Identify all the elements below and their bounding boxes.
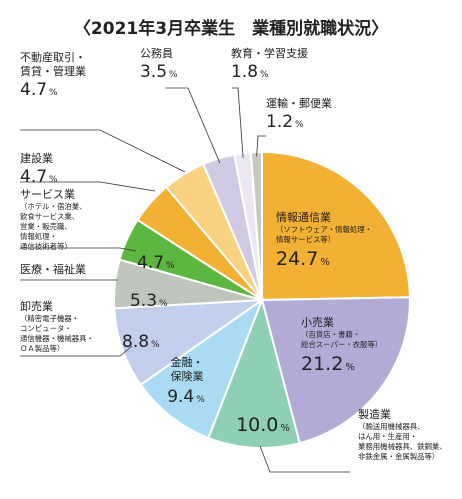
pie-slice <box>113 298 266 387</box>
slice-name: 公務員 <box>140 46 173 60</box>
slice-note: ＯＡ製品等） <box>20 344 64 353</box>
slice-name: 不動産取引・ <box>20 50 86 64</box>
slice-label: 5.3% <box>130 291 168 311</box>
slice-note: 非鉄金属・金属製品等） <box>358 452 439 461</box>
slice-name: 運輸・郵便業 <box>266 96 332 110</box>
leader-line <box>256 135 266 157</box>
slice-label: 4.7% <box>137 253 175 273</box>
slice-value: 4.7% <box>20 80 58 100</box>
slice-label: 教育・学習支援 1.8% <box>231 46 308 82</box>
slice-note: 通信技術者等） <box>20 242 72 251</box>
slice-label: 公務員 3.5% <box>140 46 178 82</box>
pie-slice <box>249 150 263 301</box>
slice-label: 建設業 4.7% <box>20 151 58 187</box>
slice-note: 情報処理・ <box>20 232 57 241</box>
slice-value: 4.7% <box>137 253 175 273</box>
slice-name: サービス業 <box>20 188 75 201</box>
pie-slice <box>139 297 265 440</box>
leader-line <box>232 87 244 158</box>
slice-name: 保険業 <box>171 369 204 383</box>
slice-note: コンピュータ・ <box>20 324 72 333</box>
slice-note: （ソフトウェア・情報処理・ <box>276 225 372 234</box>
slice-note: はん用・生産用・ <box>358 432 417 441</box>
slice-value: 9.4% <box>167 387 205 407</box>
slice-name: 建設業 <box>20 151 53 165</box>
slice-note: （ホテル・宿泊業、 <box>20 202 87 211</box>
slice-note: 営業・販売職、 <box>20 222 72 231</box>
slice-note: （輸送用機械器具、 <box>358 422 425 431</box>
slice-note: 情報サービス等） <box>276 235 335 244</box>
slice-label: 医療・福祉業 <box>20 262 86 276</box>
slice-value: 21.2% <box>301 353 355 375</box>
leader-line <box>20 247 137 252</box>
leader-line <box>20 181 156 192</box>
leader-line <box>259 445 350 473</box>
leader-line <box>20 129 186 173</box>
slice-value: 1.2% <box>266 112 304 132</box>
slice-label: サービス業（ホテル・宿泊業、飲食サービス業、営業・販売職、情報処理・通信技術者等… <box>20 188 87 251</box>
slice-value: 1.8% <box>231 62 269 82</box>
slice-label: 小売業（百貨店・書籍・総合スーパー・衣服等） 21.2% <box>301 316 382 375</box>
slice-name: 教育・学習支援 <box>231 46 308 60</box>
slice-name: 情報通信業 <box>276 211 331 224</box>
slice-name: 製造業 <box>358 407 391 421</box>
slice-name: 小売業 <box>301 316 334 329</box>
slice-name: 卸売業 <box>20 299 53 313</box>
slice-name: 医療・福祉業 <box>20 262 86 276</box>
slice-label: 不動産取引・賃貸・管理業 4.7% <box>20 50 86 100</box>
slice-label: 製造業（輸送用機械器具、はん用・生産用・業務用機械器具、鉄鋼業、非鉄金属・金属製… <box>358 407 447 461</box>
pie-slice <box>260 296 411 445</box>
slice-note: 通信機器・機械器具・ <box>20 334 94 343</box>
slice-value: 3.5% <box>140 62 178 82</box>
slice-value: 24.7% <box>276 248 330 270</box>
pie-slice <box>261 150 411 302</box>
slice-label: 金融・保険業 9.4% <box>167 355 205 407</box>
slice-value: 4.7% <box>20 167 58 187</box>
slice-note: 飲食サービス業、 <box>20 212 79 221</box>
slice-value: 10.0% <box>236 414 290 436</box>
slice-value: 8.8% <box>122 332 160 352</box>
slice-label: 卸売業（精密電子機器・コンピュータ・通信機器・機械器具・ＯＡ製品等） <box>20 299 94 353</box>
leader-line <box>20 345 133 357</box>
slice-label: 運輸・郵便業 1.2% <box>266 96 332 132</box>
slice-name: 賃貸・管理業 <box>20 64 86 78</box>
slice-label: 情報通信業（ソフトウェア・情報処理・情報サービス等） 24.7% <box>276 211 372 270</box>
slice-note: （百貨店・書籍・ <box>301 330 360 339</box>
slice-label: 8.8% <box>122 332 160 352</box>
slice-note: 総合スーパー・衣服等） <box>301 340 382 349</box>
chart-title: 〈2021年3月卒業生 業種別就職状況〉 <box>74 18 388 39</box>
slice-value: 5.3% <box>130 291 168 311</box>
slice-note: （精密電子機器・ <box>20 314 79 323</box>
slice-name: 金融・ <box>171 355 204 369</box>
pie-slice <box>207 296 301 450</box>
slice-label: 10.0% <box>236 414 290 436</box>
leader-line <box>165 87 221 163</box>
slice-note: 業務用機械器具、鉄鋼業、 <box>358 442 447 451</box>
